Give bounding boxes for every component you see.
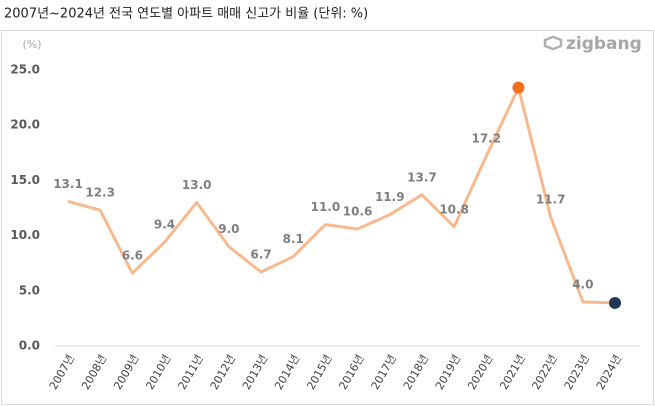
x-tick-label: 2013년 <box>240 353 270 393</box>
x-tick-label: 2021년 <box>497 353 527 393</box>
value-label: 11.0 <box>311 200 341 214</box>
x-tick-label: 2024년 <box>594 353 624 393</box>
x-tick-label: 2016년 <box>336 353 366 393</box>
x-tick-label: 2007년 <box>47 353 77 393</box>
highlight-point <box>512 81 525 94</box>
value-label: 4.0 <box>572 277 593 291</box>
logo-icon <box>543 35 563 51</box>
highlight-point <box>609 296 621 309</box>
x-tick-label: 2009년 <box>111 353 141 393</box>
x-tick-label: 2011년 <box>176 353 206 393</box>
chart-frame <box>1 30 654 405</box>
value-label: 12.3 <box>85 186 115 200</box>
x-tick-label: 2015년 <box>304 353 334 393</box>
y-tick-label: 15.0 <box>10 173 40 187</box>
y-tick-label: 25.0 <box>10 63 40 77</box>
x-tick-label: 2014년 <box>272 353 302 393</box>
value-label: 17.2 <box>471 132 501 146</box>
x-tick-label: 2019년 <box>433 353 463 393</box>
x-tick-label: 2020년 <box>465 353 495 393</box>
value-label: 13.1 <box>53 177 83 191</box>
value-label: 10.8 <box>439 202 469 216</box>
value-label: 6.7 <box>250 248 271 262</box>
value-label: 6.6 <box>122 249 143 263</box>
value-label: 11.7 <box>536 192 566 206</box>
x-tick-label: 2012년 <box>208 353 238 393</box>
value-label: 11.9 <box>375 190 405 204</box>
logo-text: zigbang <box>566 34 642 54</box>
value-label: 13.7 <box>407 170 437 184</box>
chart-title: 2007년~2024년 전국 연도별 아파트 매매 신고가 비율 (단위: %) <box>4 7 368 22</box>
logo: zigbang <box>543 34 642 54</box>
value-label: 10.6 <box>343 204 373 218</box>
x-tick-label: 2010년 <box>143 353 173 393</box>
x-tick-label: 2023년 <box>562 353 592 393</box>
y-unit: (%) <box>22 38 41 51</box>
y-tick-label: 0.0 <box>19 339 40 353</box>
y-tick-label: 20.0 <box>10 118 40 132</box>
x-tick-label: 2008년 <box>79 353 109 393</box>
y-tick-label: 5.0 <box>19 283 40 297</box>
value-label: 8.1 <box>283 232 304 246</box>
y-tick-label: 10.0 <box>10 228 40 242</box>
x-tick-label: 2017년 <box>369 353 399 393</box>
value-label: 9.0 <box>218 222 239 236</box>
x-tick-label: 2022년 <box>530 353 560 393</box>
value-label: 13.0 <box>182 178 212 192</box>
line <box>67 86 616 305</box>
value-label: 9.4 <box>154 218 175 232</box>
x-tick-label: 2018년 <box>401 353 431 393</box>
